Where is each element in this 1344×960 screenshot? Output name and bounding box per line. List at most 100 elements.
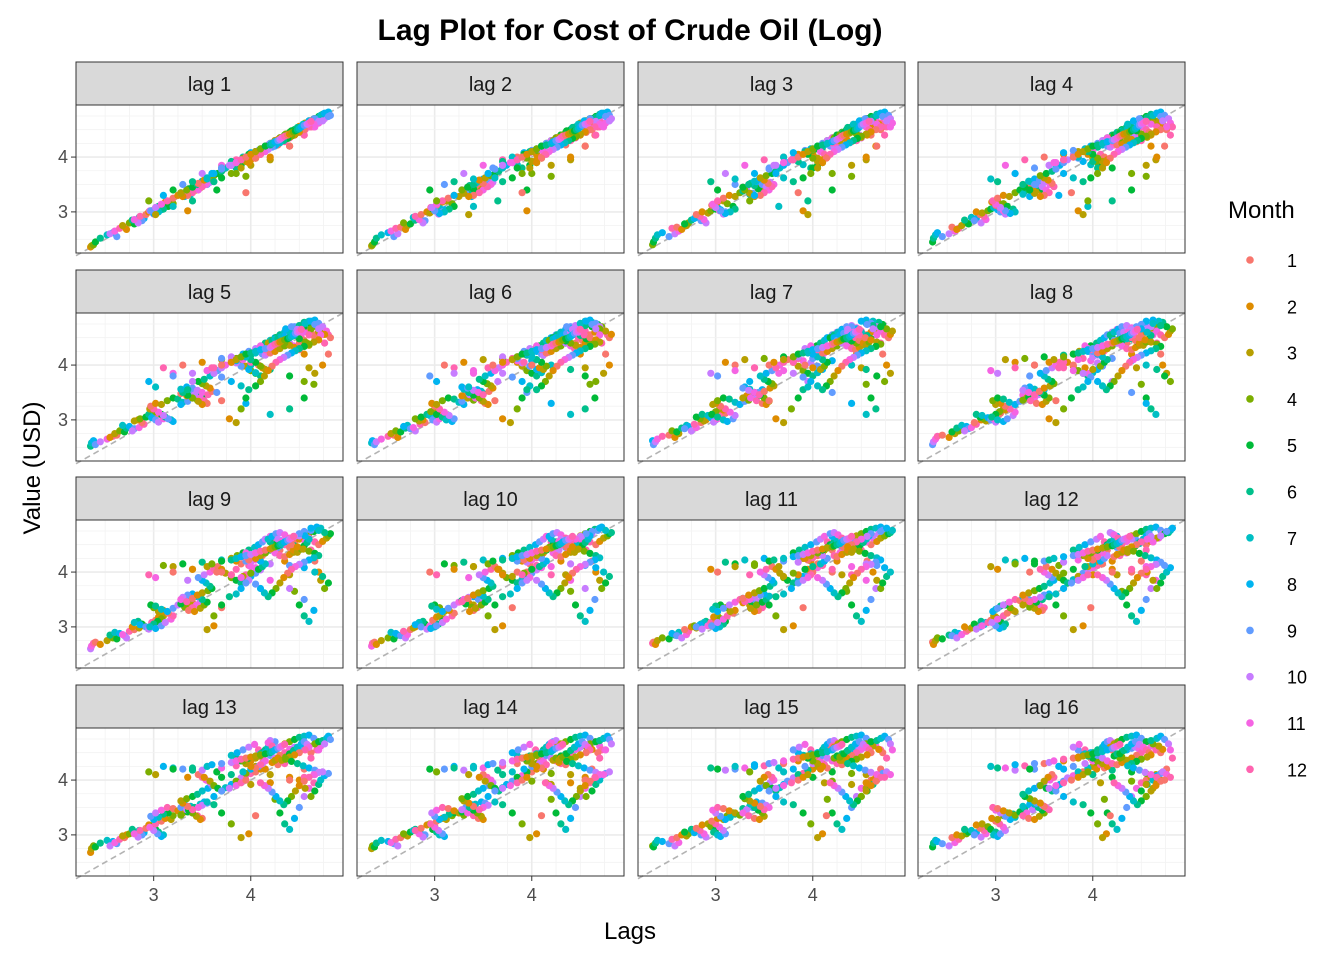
data-point xyxy=(794,362,802,370)
data-point xyxy=(714,413,722,421)
data-point xyxy=(799,373,807,381)
data-point xyxy=(1036,369,1044,377)
data-point xyxy=(1166,131,1174,139)
data-point xyxy=(188,764,197,772)
data-point xyxy=(756,174,764,182)
data-point xyxy=(873,331,881,339)
facet-strip-label: lag 8 xyxy=(1030,282,1073,304)
data-point xyxy=(765,787,773,795)
data-point xyxy=(1123,601,1131,609)
data-point xyxy=(163,397,171,405)
data-point xyxy=(177,811,185,819)
data-point xyxy=(1147,405,1155,413)
data-point xyxy=(311,787,319,795)
data-point xyxy=(458,392,466,400)
data-point xyxy=(834,367,842,375)
panel-border xyxy=(917,312,1186,462)
data-point xyxy=(152,602,160,610)
data-point xyxy=(400,830,408,838)
data-point xyxy=(1067,579,1075,587)
x-tick-label: 4 xyxy=(527,885,537,905)
data-point xyxy=(775,202,783,210)
x-tick-label: 4 xyxy=(246,885,256,905)
data-point xyxy=(765,397,773,405)
data-point xyxy=(780,356,788,364)
data-point xyxy=(450,565,458,573)
data-point xyxy=(591,394,599,402)
data-point xyxy=(315,746,323,754)
data-points xyxy=(368,108,616,250)
facet-strip-label: lag 11 xyxy=(745,489,798,511)
data-point xyxy=(152,383,160,391)
data-point xyxy=(1159,361,1167,369)
data-point xyxy=(799,207,807,215)
data-point xyxy=(1142,117,1150,125)
data-point xyxy=(287,323,296,331)
data-point xyxy=(232,419,240,427)
facet-panel-lag-4: lag 4 xyxy=(917,61,1186,257)
data-point xyxy=(833,820,841,828)
data-point xyxy=(281,740,289,749)
data-point xyxy=(152,771,160,779)
data-point xyxy=(994,565,1002,573)
data-point xyxy=(475,375,483,383)
data-point xyxy=(526,834,534,842)
data-point xyxy=(194,397,202,405)
data-point xyxy=(479,161,487,169)
facet-strip-label: lag 13 xyxy=(182,697,237,719)
data-point xyxy=(576,319,584,327)
data-point xyxy=(739,183,747,191)
data-point xyxy=(547,795,555,803)
data-point xyxy=(814,164,822,172)
data-point xyxy=(1081,364,1089,372)
data-point xyxy=(1060,405,1068,413)
data-point xyxy=(780,590,788,598)
data-point xyxy=(707,178,715,186)
data-point xyxy=(801,361,809,369)
data-point xyxy=(218,601,226,609)
data-point xyxy=(394,433,402,441)
y-tick-label: 4 xyxy=(58,355,68,375)
panel-border xyxy=(75,312,344,462)
data-point xyxy=(169,563,177,571)
data-point xyxy=(208,364,216,372)
data-point xyxy=(961,825,969,834)
data-point xyxy=(286,776,294,784)
data-point xyxy=(799,809,807,817)
data-point xyxy=(972,410,980,418)
data-point xyxy=(1030,164,1039,172)
data-point xyxy=(1030,557,1039,565)
data-point xyxy=(809,563,817,571)
data-point xyxy=(506,782,514,790)
data-point xyxy=(721,766,730,774)
data-point xyxy=(1060,358,1068,366)
data-point xyxy=(881,377,889,386)
data-point xyxy=(256,377,265,386)
data-point xyxy=(218,354,226,363)
data-point xyxy=(709,400,717,409)
data-point xyxy=(210,622,218,630)
data-point xyxy=(286,825,294,834)
data-point xyxy=(602,350,610,358)
data-point xyxy=(756,372,764,380)
data-point xyxy=(499,556,507,564)
data-point xyxy=(286,405,294,413)
data-point xyxy=(242,579,250,587)
data-point xyxy=(305,364,313,372)
data-point xyxy=(814,574,822,582)
data-point xyxy=(760,354,768,363)
data-point xyxy=(933,229,942,237)
data-point xyxy=(460,169,468,178)
data-point xyxy=(218,773,226,781)
data-point xyxy=(321,339,329,347)
data-point xyxy=(707,369,715,377)
data-point xyxy=(464,183,472,191)
data-point xyxy=(256,779,265,787)
data-point xyxy=(1001,161,1010,169)
data-point xyxy=(136,212,144,220)
data-point xyxy=(518,820,526,828)
data-point xyxy=(225,415,233,423)
data-point xyxy=(479,356,487,364)
data-point xyxy=(479,391,487,399)
data-point xyxy=(427,408,435,416)
